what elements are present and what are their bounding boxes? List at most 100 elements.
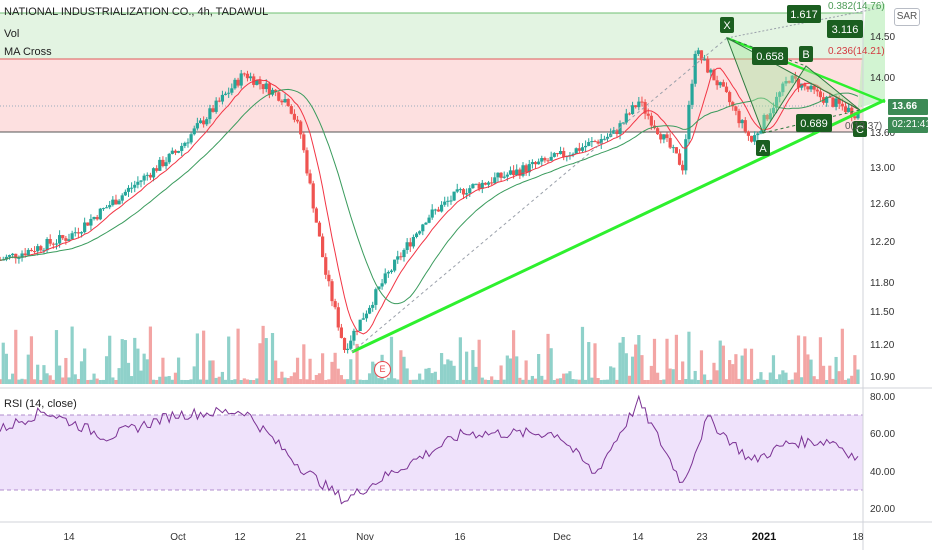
ma-cross-legend[interactable]: MA Cross bbox=[4, 46, 52, 58]
candle-body bbox=[490, 182, 494, 184]
pattern-point-c[interactable]: C bbox=[853, 121, 867, 137]
volume-bar bbox=[192, 366, 196, 384]
candle-body bbox=[139, 180, 143, 182]
volume-bar bbox=[361, 379, 365, 384]
candle-body bbox=[302, 134, 306, 151]
volume-bar bbox=[114, 379, 118, 384]
volume-bar bbox=[815, 379, 819, 384]
candle-body bbox=[731, 102, 735, 107]
svg-text:3.116: 3.116 bbox=[832, 24, 859, 36]
volume-bar bbox=[803, 336, 807, 384]
candle-body bbox=[521, 165, 525, 176]
volume-bar bbox=[180, 379, 184, 384]
candle-body bbox=[270, 89, 275, 95]
candle-body bbox=[659, 134, 663, 140]
volume-bar bbox=[324, 379, 328, 384]
pattern-point-a[interactable]: A bbox=[756, 140, 770, 156]
candle-body bbox=[774, 96, 779, 108]
volume-bar bbox=[236, 328, 240, 384]
candle-body bbox=[800, 83, 804, 88]
candle-body bbox=[662, 134, 666, 140]
candle-body bbox=[533, 162, 538, 165]
candle-body bbox=[333, 301, 337, 308]
volume-bar bbox=[73, 374, 77, 384]
volume-bar bbox=[671, 369, 675, 384]
volume-bar bbox=[762, 379, 766, 384]
volume-bar bbox=[317, 373, 322, 384]
candle-body bbox=[189, 134, 193, 143]
candle-body bbox=[14, 253, 18, 259]
volume-bar bbox=[393, 378, 397, 384]
volume-bar bbox=[511, 330, 516, 384]
volume-bar bbox=[771, 355, 776, 384]
volume-bar bbox=[286, 378, 290, 384]
volume-bar bbox=[139, 370, 143, 384]
candle-body bbox=[36, 246, 40, 252]
rsi-axis[interactable]: 80.00 60.00 40.00 20.00 bbox=[870, 392, 895, 515]
volume-bar bbox=[508, 358, 513, 384]
volume-bar bbox=[161, 357, 165, 384]
volume-bar bbox=[173, 372, 178, 384]
candle-body bbox=[336, 307, 340, 328]
volume-bar bbox=[825, 379, 829, 384]
volume-bar bbox=[248, 379, 253, 384]
candle-body bbox=[261, 84, 265, 90]
candle-body bbox=[681, 164, 685, 171]
volume-bar bbox=[449, 360, 453, 384]
volume-bar bbox=[255, 378, 259, 384]
candle-body bbox=[537, 161, 541, 165]
pattern-point-x[interactable]: X bbox=[720, 17, 734, 33]
candle-body bbox=[383, 273, 387, 284]
candle-body bbox=[308, 173, 312, 184]
volume-bar bbox=[211, 360, 215, 384]
price-tick: 14.00 bbox=[870, 73, 895, 84]
pattern-point-b[interactable]: B bbox=[799, 46, 813, 62]
volume-bar bbox=[784, 372, 788, 384]
volume-bar bbox=[342, 379, 347, 384]
candle-body bbox=[787, 81, 791, 83]
candle-body bbox=[702, 59, 707, 61]
volume-bar bbox=[468, 379, 472, 384]
volume-legend[interactable]: Vol bbox=[4, 28, 20, 40]
currency-badge[interactable]: SAR bbox=[894, 8, 920, 26]
candle-body bbox=[295, 119, 300, 122]
candle-body bbox=[452, 191, 456, 201]
ratio-label-1617[interactable]: 1.617 bbox=[787, 5, 821, 23]
candle-body bbox=[449, 200, 453, 202]
price-axis[interactable]: 14.50 14.00 13.60 13.00 12.60 12.20 11.8… bbox=[870, 32, 895, 383]
volume-bar bbox=[452, 365, 456, 384]
candle-body bbox=[552, 153, 556, 157]
candle-body bbox=[380, 283, 384, 287]
candle-body bbox=[217, 100, 221, 102]
price-tick: 13.60 bbox=[870, 128, 895, 139]
candle-body bbox=[280, 100, 284, 103]
fib-label-0382: 0.382(14.76) bbox=[828, 1, 885, 12]
time-tick: 16 bbox=[454, 532, 466, 543]
candle-body bbox=[92, 216, 96, 219]
ratio-label-3116[interactable]: 3.116 bbox=[827, 20, 863, 38]
volume-bar bbox=[20, 378, 24, 384]
candle-body bbox=[524, 165, 528, 173]
candle-body bbox=[587, 142, 591, 146]
symbol-title[interactable]: NATIONAL INDUSTRIALIZATION CO., 4h, TADA… bbox=[4, 6, 269, 18]
volume-bar bbox=[245, 379, 250, 384]
candle-body bbox=[753, 135, 757, 142]
target-zone bbox=[0, 13, 863, 59]
time-axis[interactable]: 14 Oct 12 21 Nov 16 Dec 14 23 2021 18 bbox=[63, 531, 864, 543]
earnings-marker[interactable]: E bbox=[374, 361, 391, 378]
volume-bar bbox=[640, 355, 644, 384]
volume-bar bbox=[524, 360, 528, 384]
candle-body bbox=[120, 195, 124, 201]
candle-body bbox=[461, 189, 466, 195]
volume-bar bbox=[130, 376, 134, 384]
candle-body bbox=[759, 130, 763, 134]
volume-bar bbox=[314, 374, 318, 384]
rsi-legend[interactable]: RSI (14, close) bbox=[4, 398, 77, 410]
ratio-label-0658[interactable]: 0.658 bbox=[752, 47, 788, 65]
rising-trend-line[interactable] bbox=[351, 98, 886, 354]
ratio-label-0689[interactable]: 0.689 bbox=[796, 114, 832, 132]
candle-body bbox=[515, 169, 519, 176]
candle-body bbox=[64, 238, 68, 241]
